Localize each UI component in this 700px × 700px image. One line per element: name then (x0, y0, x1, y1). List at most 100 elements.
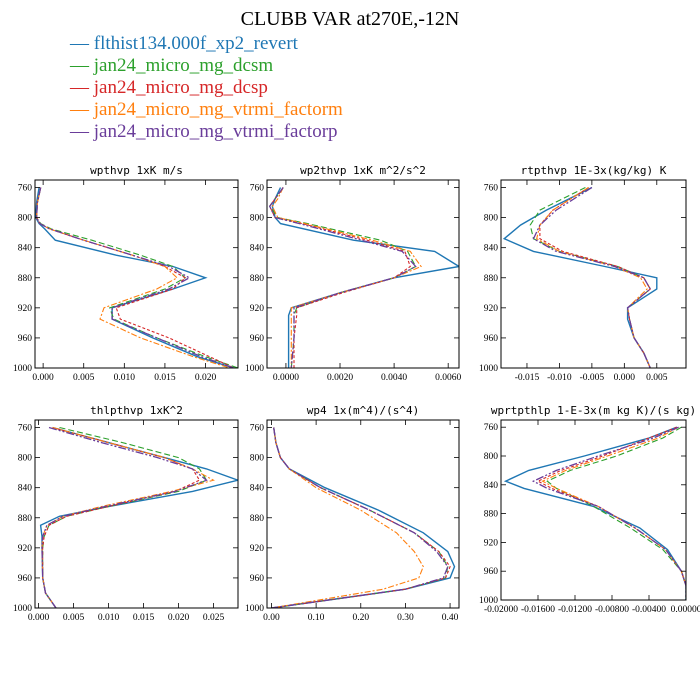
series-line-4 (36, 187, 231, 368)
x-tick-label: -0.010 (547, 373, 572, 383)
y-tick-label: 1000 (245, 364, 264, 374)
y-tick-label: 760 (18, 424, 33, 434)
series-line-2 (269, 187, 417, 368)
y-tick-label: 960 (484, 567, 499, 577)
series-line-5 (268, 187, 417, 368)
panel-title: wprtpthlp 1-E-3x(m kg K)/(s kg) (491, 404, 696, 417)
y-tick-label: 800 (484, 214, 499, 224)
legend-label: jan24_micro_mg_vtrmi_factorm (93, 99, 343, 120)
legend-swatch: — (70, 99, 94, 120)
chart-panel-5: wp4 1x(m^4)/(s^4) 0.00 0.10 0.20 0.30 0.40 760… (245, 404, 460, 623)
series-line-4 (271, 187, 422, 368)
y-tick-label: 800 (250, 214, 265, 224)
y-tick-label: 880 (18, 514, 33, 524)
legend-entry-1: — flthist134.000f_xp2_revert (70, 33, 298, 55)
plot-frame (266, 419, 460, 609)
y-tick-label: 840 (250, 484, 265, 494)
series-line-1 (39, 426, 238, 608)
y-tick-label: 760 (484, 184, 499, 194)
x-tick-label: -0.00400 (632, 605, 666, 615)
x-tick-label: 0.020 (168, 613, 190, 623)
chart-panel-4: thlpthvp 1xK^2 0.000 0.005 0.010 0.015 0.020 0… (13, 404, 239, 623)
plot-frame (500, 179, 687, 369)
series-line-1 (35, 187, 235, 368)
series-line-1 (271, 187, 459, 368)
chart-panel-6: wprtpthlp 1-E-3x(m kg K)/(s kg)-0.02000-… (479, 404, 700, 615)
x-tick-label: -0.02000 (484, 605, 518, 615)
plot-frame (266, 179, 460, 369)
x-tick-label: 0.005 (646, 373, 668, 383)
series-line-2 (529, 187, 652, 368)
y-tick-label: 760 (250, 184, 265, 194)
series-line-5 (532, 186, 652, 368)
x-tick-label: -0.01200 (558, 605, 592, 615)
panel-title: wp4 1x(m^4)/(s^4) (307, 404, 420, 417)
x-tick-label: 0.00000 (671, 605, 700, 615)
y-tick-label: 840 (18, 484, 33, 494)
x-tick-label: 0.0000 (273, 373, 299, 383)
series-line-5 (271, 427, 449, 608)
legend-entry-3: — jan24_micro_mg_dcsp (70, 77, 268, 99)
y-tick-label: 760 (484, 423, 499, 433)
panel-title: thlpthvp 1xK^2 (90, 404, 183, 417)
y-tick-label: 840 (484, 481, 499, 491)
series-line-1 (503, 426, 686, 600)
y-tick-label: 1000 (479, 364, 498, 374)
series-line-4 (541, 426, 686, 600)
legend-entry-4: — jan24_micro_mg_vtrmi_factorm (70, 99, 343, 121)
chart-panel-1: wpthvp 1xK m/s 0.000 0.005 0.010 0.015 0.020 7… (13, 164, 239, 383)
chart-panel-3: rtpthvp 1E-3x(kg/kg) K -0.015 -0.010 -0.005… (479, 164, 687, 383)
y-tick-label: 1000 (479, 596, 498, 606)
x-tick-label: 0.010 (114, 373, 136, 383)
series-line-2 (36, 187, 238, 368)
x-tick-label: 0.20 (352, 613, 369, 623)
panel-title: wp2thvp 1xK m^2/s^2 (300, 164, 426, 177)
legend-swatch: — (70, 55, 94, 76)
y-tick-label: 920 (18, 544, 33, 554)
y-tick-label: 1000 (13, 604, 32, 614)
y-tick-label: 920 (484, 538, 499, 548)
y-tick-label: 920 (250, 304, 265, 314)
legend-label: jan24_micro_mg_dcsp (93, 77, 268, 98)
y-tick-label: 880 (484, 274, 499, 284)
y-tick-label: 800 (484, 452, 499, 462)
series-line-2 (271, 427, 449, 608)
y-tick-label: 760 (250, 424, 265, 434)
x-tick-label: 0.30 (397, 613, 414, 623)
x-tick-label: 0.020 (195, 373, 217, 383)
x-tick-label: 0.00 (263, 613, 280, 623)
x-tick-label: 0.005 (63, 613, 85, 623)
series-line-3 (536, 426, 686, 600)
legend-swatch: — (70, 33, 94, 54)
y-tick-label: 880 (484, 510, 499, 520)
x-tick-label: -0.00800 (595, 605, 629, 615)
legend-entry-2: — jan24_micro_mg_dcsm (70, 55, 273, 77)
y-tick-label: 840 (250, 244, 265, 254)
y-tick-label: 800 (18, 454, 33, 464)
y-tick-label: 920 (18, 304, 33, 314)
series-line-4 (271, 427, 424, 608)
x-tick-label: 0.015 (154, 373, 176, 383)
y-tick-label: 960 (250, 334, 265, 344)
y-tick-label: 960 (18, 334, 33, 344)
series-line-5 (41, 426, 208, 608)
plot-frame (500, 419, 687, 601)
x-tick-label: 0.0040 (381, 373, 407, 383)
series-line-1 (502, 186, 658, 368)
legend-entry-5: — jan24_micro_mg_vtrmi_factorp (70, 121, 338, 143)
series-line-2 (42, 426, 208, 608)
series-line-5 (531, 426, 686, 600)
legend-label: jan24_micro_mg_dcsm (93, 55, 274, 76)
y-tick-label: 800 (18, 214, 33, 224)
series-line-3 (539, 187, 652, 368)
x-tick-label: 0.0020 (327, 373, 353, 383)
y-tick-label: 920 (484, 304, 499, 314)
y-tick-label: 1000 (13, 364, 32, 374)
figure-title: CLUBB VAR at270E,-12N (240, 8, 460, 30)
x-tick-label: -0.01600 (521, 605, 555, 615)
legend-label: flthist134.000f_xp2_revert (93, 33, 298, 54)
panel-title: rtpthvp 1E-3x(kg/kg) K (521, 164, 667, 177)
series-line-2 (546, 426, 686, 600)
y-tick-label: 920 (250, 544, 265, 554)
